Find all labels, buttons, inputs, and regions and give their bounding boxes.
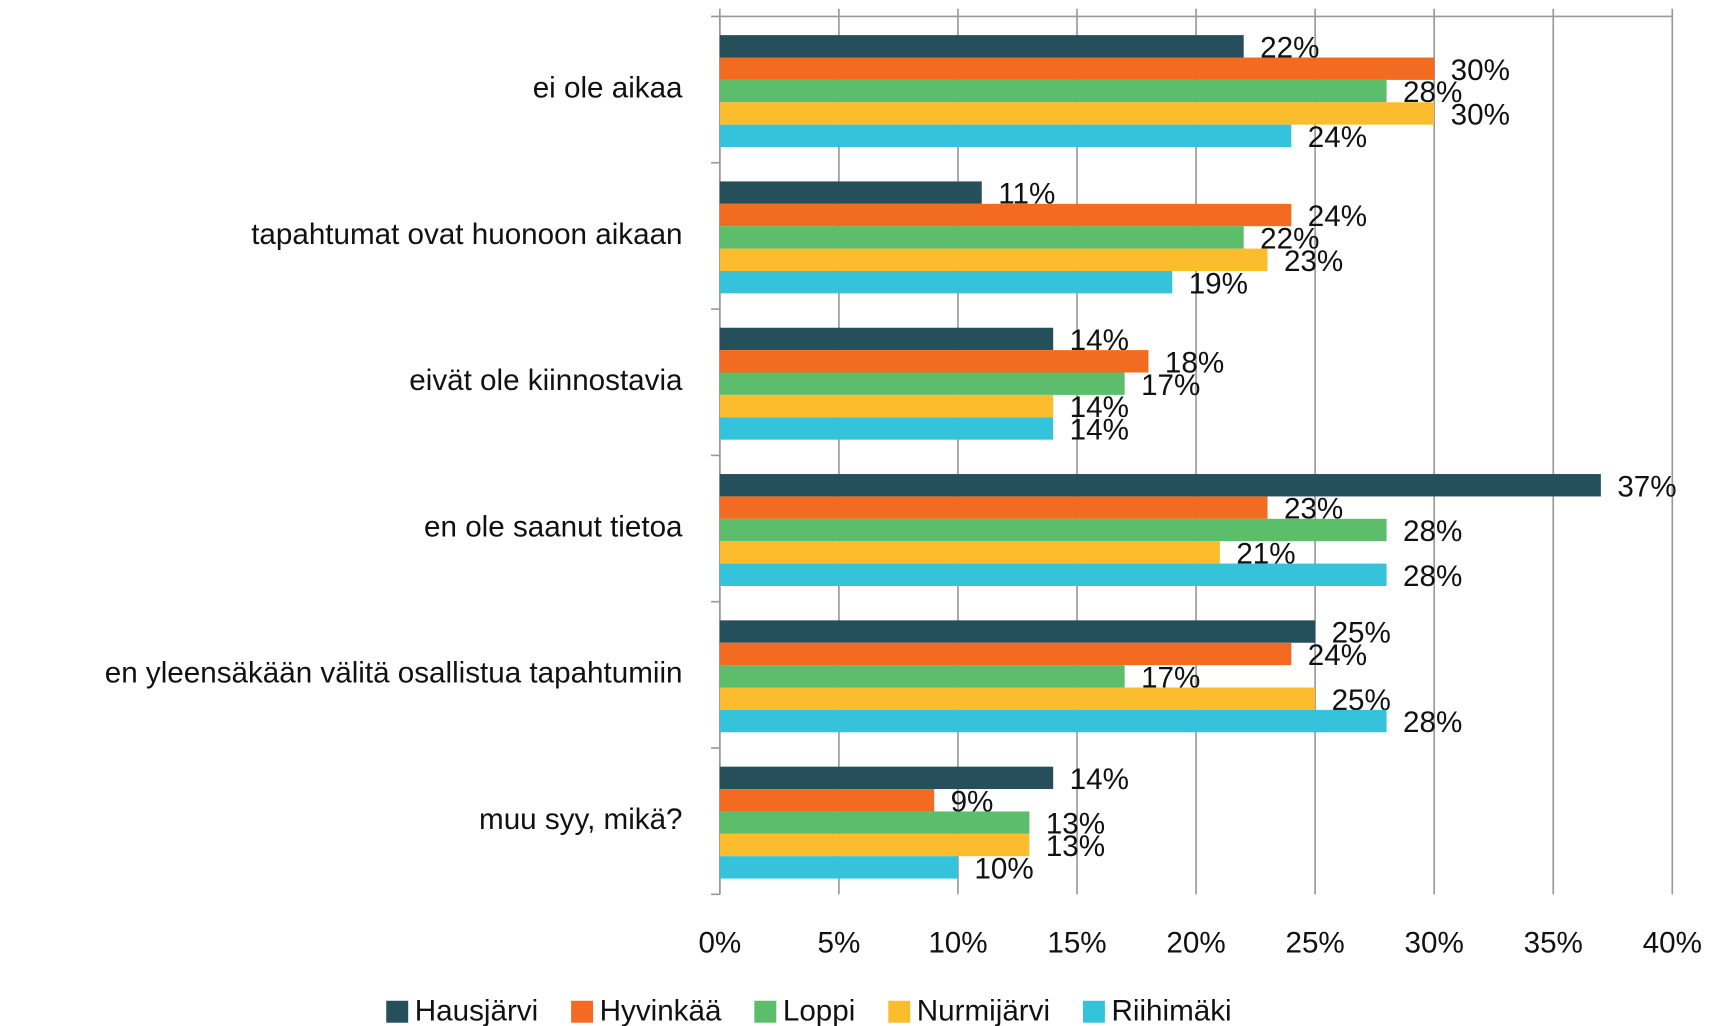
bar [719, 496, 1268, 519]
value-label: 24% [1308, 200, 1367, 233]
bar [719, 541, 1220, 564]
legend-swatch [1082, 1000, 1105, 1023]
bar [719, 665, 1125, 688]
bar [719, 563, 1387, 586]
bar [719, 226, 1244, 249]
bar [719, 102, 1435, 125]
x-tick-label: 10% [928, 927, 987, 960]
y-tick-label: ei ole aikaa [533, 71, 683, 104]
value-label: 28% [1403, 515, 1462, 548]
bar [719, 856, 958, 879]
bar [719, 181, 982, 204]
value-label: 19% [1189, 267, 1248, 300]
y-tick-label: en yleensäkään välitä osallistua tapahtu… [105, 657, 683, 690]
bar [719, 518, 1387, 542]
x-tick-label: 20% [1166, 927, 1225, 960]
bar [719, 372, 1125, 395]
legend-label: Riihimäki [1111, 995, 1231, 1026]
bar [719, 79, 1387, 103]
y-tick-label: muu syy, mikä? [479, 803, 682, 836]
value-label: 24% [1308, 639, 1367, 672]
bar [719, 35, 1244, 58]
bar [719, 833, 1030, 857]
bar [719, 350, 1149, 373]
bar [719, 474, 1601, 497]
bar [719, 57, 1435, 80]
value-label: 28% [1403, 560, 1462, 593]
y-tick-label: tapahtumat ovat huonoon aikaan [251, 218, 682, 251]
x-tick-label: 35% [1524, 927, 1583, 960]
legend-label: Hyvinkää [600, 995, 722, 1026]
value-label: 17% [1141, 369, 1200, 402]
bar [719, 620, 1316, 643]
x-tick-label: 5% [817, 927, 860, 960]
value-label: 23% [1284, 245, 1343, 278]
value-label: 28% [1403, 706, 1462, 739]
bar [719, 687, 1316, 710]
value-label: 30% [1451, 99, 1510, 132]
value-label: 14% [1070, 763, 1129, 796]
value-label: 30% [1451, 54, 1510, 87]
x-tick-label: 15% [1047, 927, 1106, 960]
value-label: 22% [1260, 223, 1319, 256]
value-label: 13% [1046, 830, 1105, 863]
legend-label: Nurmijärvi [917, 995, 1050, 1026]
y-tick-label: en ole saanut tietoa [424, 510, 683, 543]
legend-swatch [754, 1000, 777, 1023]
legend-swatch [386, 1000, 409, 1023]
value-label: 10% [974, 853, 1033, 886]
value-label: 13% [1046, 808, 1105, 841]
x-tick-label: 25% [1285, 927, 1344, 960]
y-tick-label: eivät ole kiinnostavia [409, 364, 683, 397]
bar [719, 766, 1054, 790]
bar [719, 811, 1030, 834]
bar [719, 248, 1268, 271]
legend-swatch [571, 1000, 594, 1023]
x-tick-label: 30% [1405, 927, 1464, 960]
bar [719, 709, 1387, 733]
value-label: 25% [1332, 617, 1391, 650]
x-tick-label: 0% [698, 927, 741, 960]
value-label: 14% [1070, 414, 1129, 447]
value-label: 24% [1308, 121, 1367, 154]
x-tick-label: 40% [1643, 927, 1702, 960]
bar [719, 203, 1292, 227]
bar [719, 394, 1054, 418]
bar [719, 417, 1054, 440]
value-label: 18% [1165, 346, 1224, 379]
value-label: 37% [1617, 470, 1676, 503]
legend-label: Loppi [783, 995, 855, 1026]
bar [719, 270, 1173, 294]
legend-label: Hausjärvi [415, 995, 538, 1026]
bar [719, 789, 935, 812]
bar [719, 642, 1292, 666]
value-label: 14% [1070, 391, 1129, 424]
legend-swatch [888, 1000, 911, 1023]
bar [719, 327, 1054, 351]
bar [719, 124, 1292, 148]
